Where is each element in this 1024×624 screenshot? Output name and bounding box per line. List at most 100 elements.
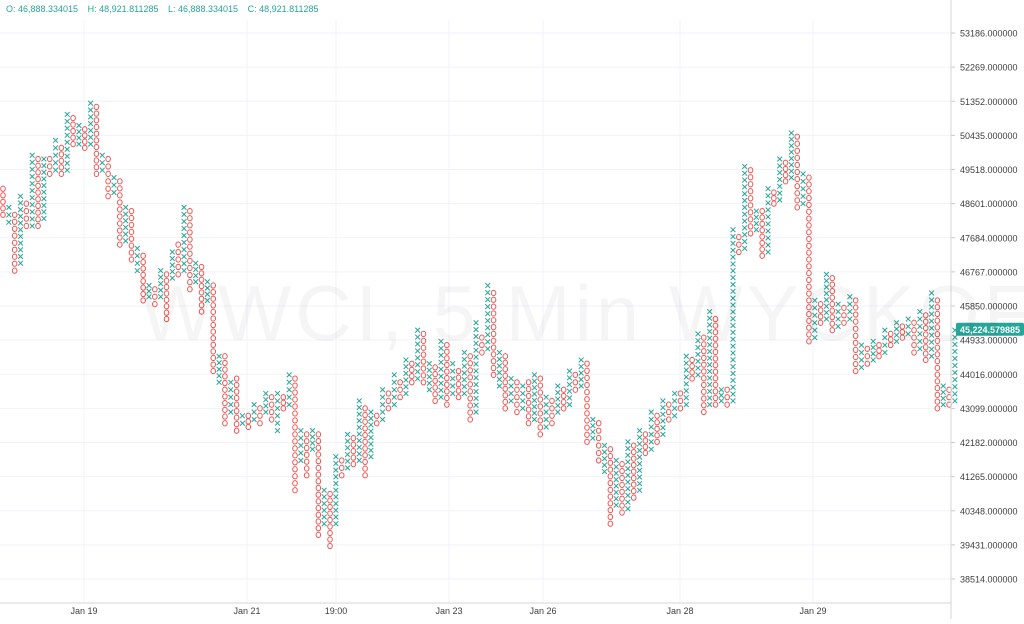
o-box	[117, 178, 123, 185]
o-column	[525, 379, 532, 427]
x-column	[438, 338, 444, 400]
o-box	[619, 474, 625, 482]
x-box	[531, 372, 538, 378]
o-box	[794, 140, 801, 147]
x-box	[741, 231, 748, 238]
o-box	[23, 215, 30, 222]
x-box	[17, 233, 24, 240]
x-box	[204, 279, 211, 285]
x-box	[76, 141, 82, 147]
x-box	[800, 178, 806, 185]
x-column	[274, 390, 281, 434]
x-box	[192, 272, 199, 279]
o-box	[58, 157, 65, 164]
o-box	[105, 193, 111, 200]
x-box	[134, 245, 141, 252]
o-box	[829, 294, 836, 301]
o-box	[444, 401, 450, 408]
o-box	[210, 295, 217, 302]
o-box	[210, 361, 217, 368]
o-box	[117, 234, 123, 241]
o-column	[806, 174, 812, 345]
o-box	[689, 369, 695, 376]
y-tick-label: 45850.000000	[960, 302, 1018, 312]
x-box	[660, 424, 666, 431]
x-column	[204, 279, 211, 304]
x-box	[706, 328, 713, 335]
o-box	[607, 452, 614, 460]
x-box	[671, 413, 678, 419]
x-column	[531, 372, 538, 423]
o-box	[315, 511, 322, 518]
x-box	[461, 377, 468, 383]
x-box	[263, 403, 269, 409]
x-box	[41, 195, 47, 202]
x-box	[928, 311, 935, 317]
x-box	[882, 334, 888, 341]
o-box	[455, 387, 462, 394]
x-box	[87, 114, 94, 120]
x-box	[683, 388, 690, 394]
o-box	[268, 408, 275, 416]
x-box	[706, 308, 713, 315]
o-box	[35, 222, 41, 230]
o-box	[747, 223, 754, 230]
o-box	[806, 249, 812, 256]
o-box	[373, 420, 380, 427]
x-box	[753, 226, 760, 233]
x-box	[741, 204, 748, 211]
x-box	[730, 254, 736, 260]
x-box	[928, 325, 935, 331]
x-box	[321, 514, 327, 520]
o-box	[303, 444, 310, 452]
x-box	[520, 405, 526, 412]
x-box	[17, 226, 24, 233]
o-box	[934, 351, 941, 358]
x-box	[718, 392, 725, 399]
x-box	[333, 474, 339, 480]
o-box	[327, 529, 333, 537]
x-box	[741, 225, 748, 231]
o-box	[303, 451, 310, 458]
o-column	[677, 390, 684, 412]
o-box	[934, 317, 941, 324]
x-box	[344, 445, 351, 451]
x-column	[391, 372, 398, 408]
o-box	[397, 379, 403, 386]
o-box	[549, 420, 555, 427]
x-box	[181, 260, 187, 267]
o-box	[479, 349, 485, 356]
o-box	[654, 425, 660, 432]
o-box	[93, 117, 100, 124]
o-box	[420, 330, 427, 338]
o-column	[46, 155, 53, 177]
y-tick-label: 47684.000000	[960, 233, 1018, 243]
x-column	[917, 308, 923, 352]
x-box	[858, 349, 865, 356]
o-column	[268, 394, 275, 423]
y-tick-label: 40348.000000	[960, 506, 1018, 516]
o-box	[607, 459, 614, 466]
o-box	[584, 410, 590, 417]
x-box	[741, 170, 748, 177]
o-box	[806, 194, 812, 202]
x-box	[940, 383, 946, 389]
o-box	[747, 167, 754, 174]
o-box	[899, 323, 906, 330]
o-box	[794, 168, 801, 176]
o-column	[350, 435, 357, 468]
x-box	[765, 221, 771, 227]
o-box	[432, 364, 438, 371]
o-box	[712, 322, 719, 329]
o-box	[245, 412, 252, 419]
o-box	[187, 236, 193, 243]
o-box	[420, 379, 427, 386]
x-box	[17, 213, 24, 220]
x-column	[263, 390, 269, 415]
o-box	[303, 431, 310, 438]
x-box	[508, 383, 514, 389]
o-box	[292, 410, 298, 417]
